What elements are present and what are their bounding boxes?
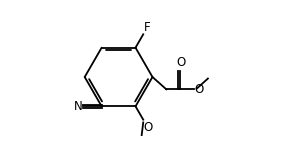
- Text: F: F: [144, 20, 151, 34]
- Text: O: O: [194, 83, 204, 96]
- Text: N: N: [74, 100, 82, 113]
- Text: O: O: [176, 56, 185, 69]
- Text: O: O: [144, 121, 153, 134]
